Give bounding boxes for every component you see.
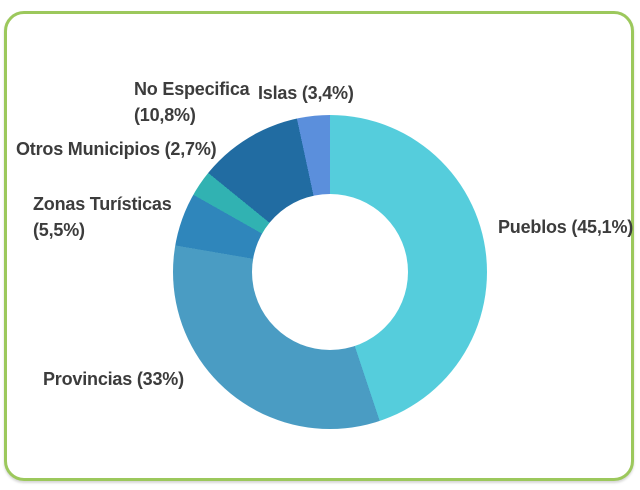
label-no-especifica: No Especifica (10,8%) — [134, 76, 250, 128]
label-zonas-line1: Zonas Turísticas — [33, 194, 172, 214]
label-no-especifica-line1: No Especifica — [134, 79, 250, 99]
label-no-especifica-line2: (10,8%) — [134, 105, 196, 125]
label-islas: Islas (3,4%) — [258, 83, 354, 103]
donut-chart — [173, 115, 487, 429]
label-provincias: Provincias (33%) — [43, 369, 184, 389]
label-pueblos: Pueblos (45,1%) — [498, 217, 634, 237]
chart-frame: No Especifica (10,8%) Islas (3,4%) Otros… — [4, 11, 634, 481]
label-zonas-turisticas: Zonas Turísticas (5,5%) — [33, 191, 172, 243]
label-otros-municipios: Otros Municipios (2,7%) — [16, 139, 217, 159]
label-zonas-line2: (5,5%) — [33, 220, 85, 240]
donut-hole — [252, 194, 408, 350]
